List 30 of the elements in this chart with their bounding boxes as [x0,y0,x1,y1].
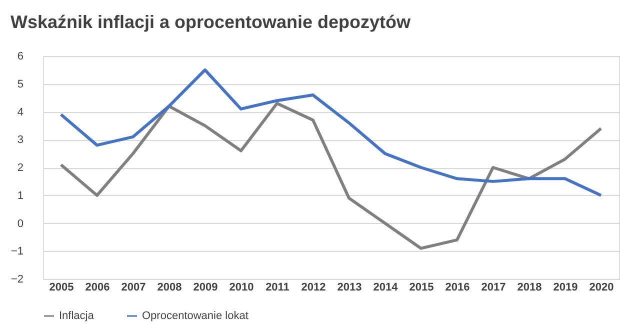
y-tick-label: 6 [17,50,24,62]
x-tick-label: 2016 [445,282,470,294]
y-tick-label: 3 [17,134,24,146]
legend-label: Inflacja [59,310,95,322]
x-tick-label: 2009 [193,282,218,294]
x-tick-label: 2020 [589,282,614,294]
x-tick-label: 2005 [49,282,74,294]
y-tick-label: −2 [10,274,24,286]
line-series [60,68,602,197]
x-tick-label: 2015 [409,282,434,294]
x-tick-label: 2017 [481,282,506,294]
line-series [60,102,602,250]
x-tick-label: 2014 [373,282,399,294]
x-tick-label: 2012 [301,282,326,294]
x-tick-label: 2011 [266,282,290,294]
y-tick-label: 5 [17,78,24,90]
y-tick-label: 4 [17,106,24,118]
y-tick-label: 2 [17,162,24,174]
y-tick-label: 1 [17,190,24,202]
x-tick-label: 2018 [517,282,542,294]
legend-label: Oprocentowanie lokat [142,310,248,322]
x-tick-label: 2010 [229,282,254,294]
y-tick-label: 0 [17,218,24,230]
x-tick-label: 2008 [157,282,182,294]
x-tick-label: 2019 [553,282,578,294]
x-tick-label: 2006 [85,282,110,294]
chart-title: Wskaźnik inflacji a oprocentowanie depozytów [10,12,412,32]
x-tick-label: 2013 [337,282,362,294]
y-tick-label: −1 [10,246,24,258]
x-tick-label: 2007 [121,282,146,294]
